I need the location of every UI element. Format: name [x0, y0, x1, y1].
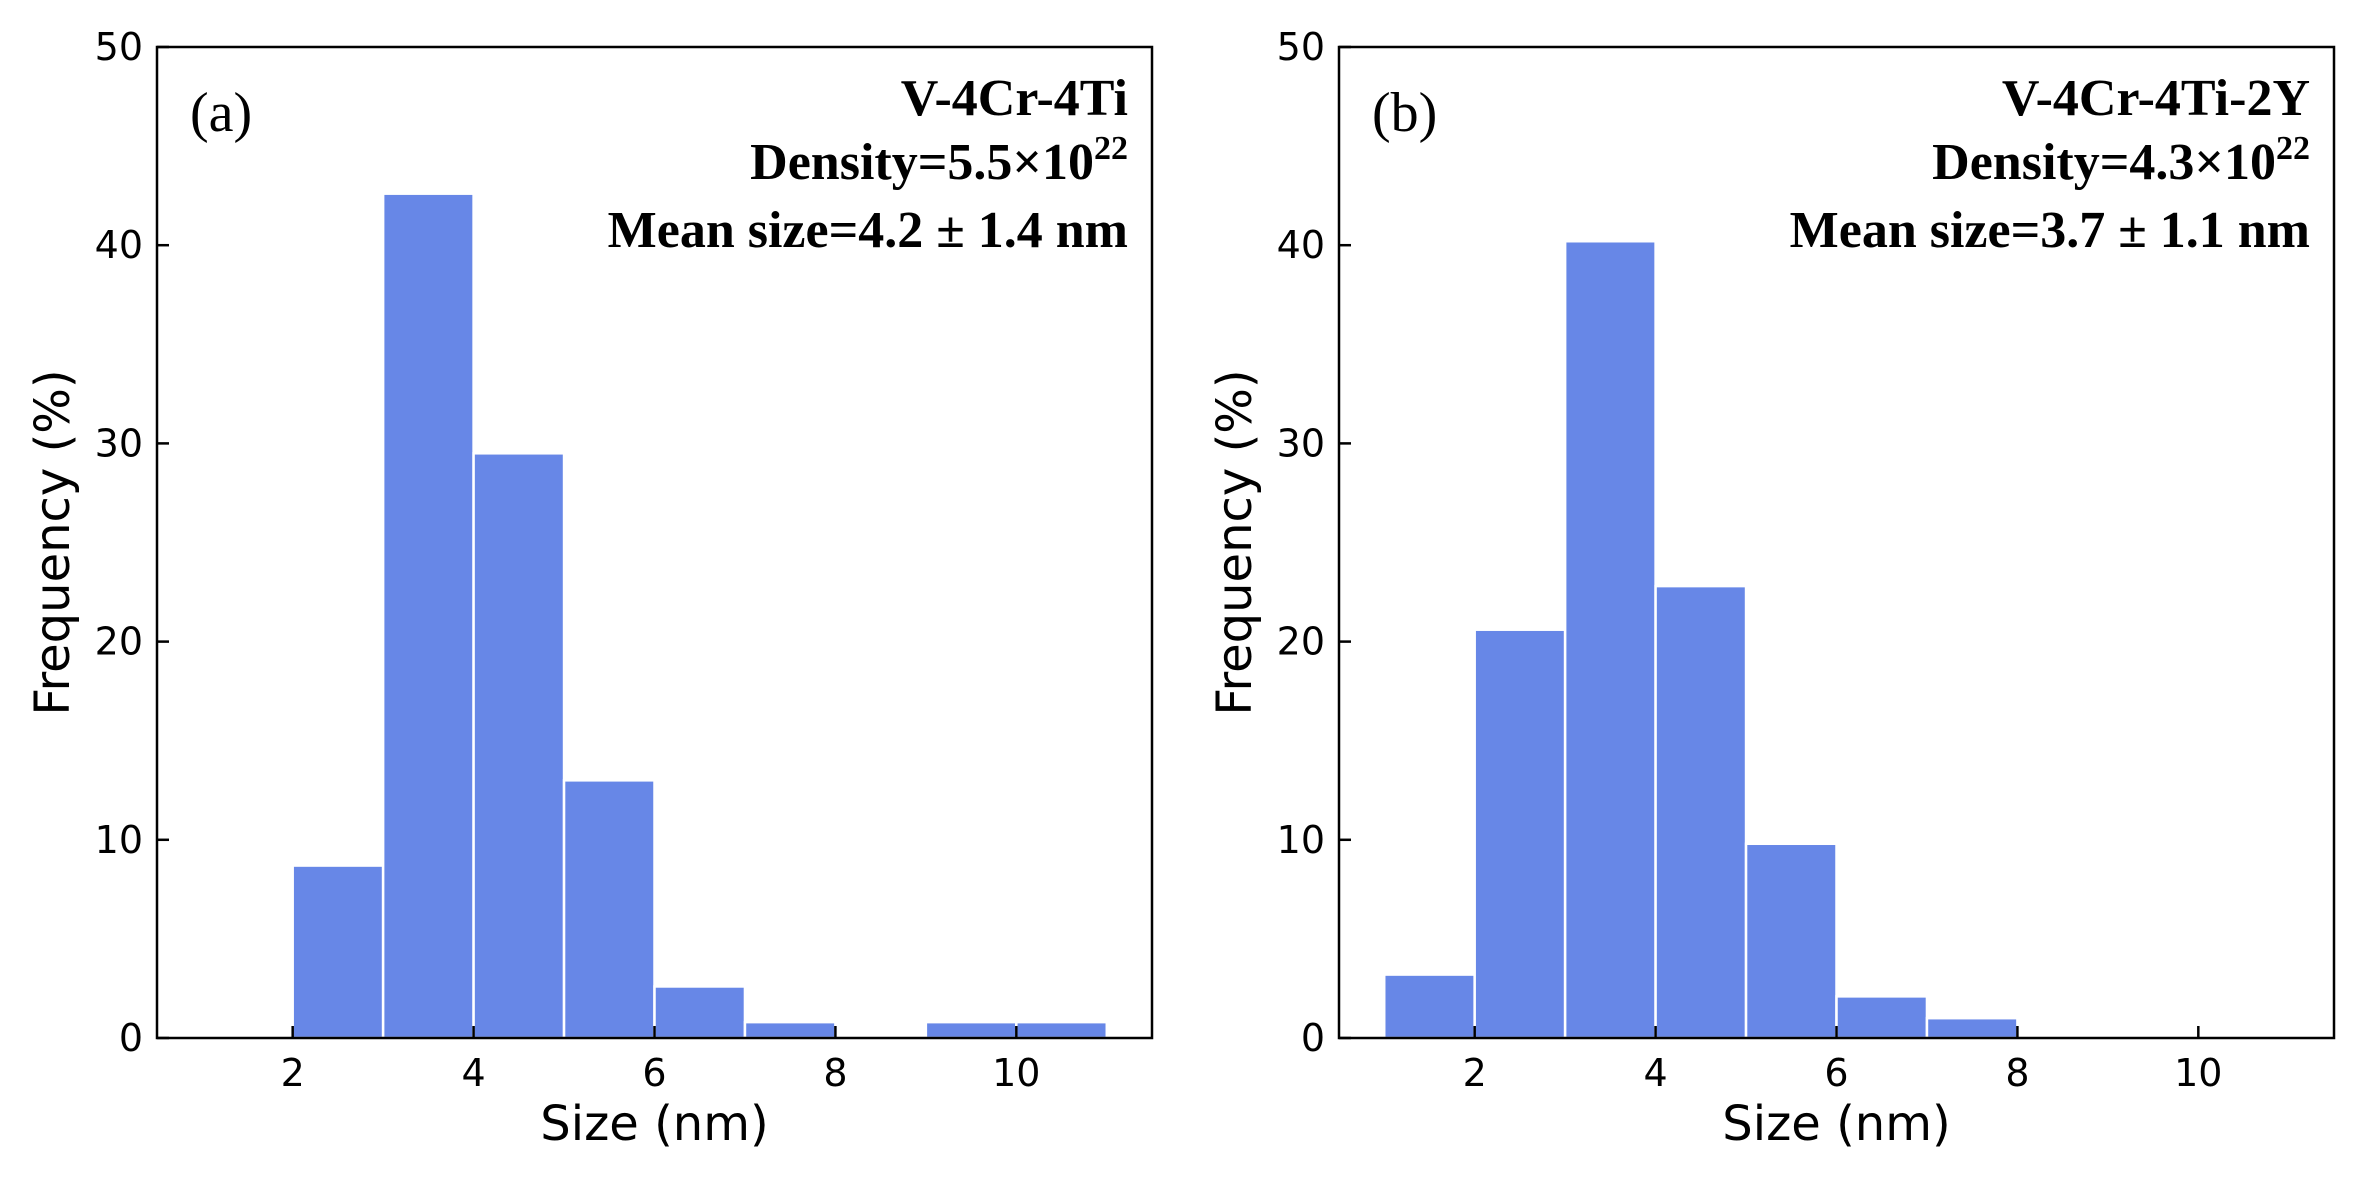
histogram-bar: [381, 192, 475, 1040]
y-tick-label: 0: [119, 1016, 143, 1060]
x-tick-label: 10: [2174, 1051, 2222, 1095]
x-axis-label: Size (nm): [540, 1096, 768, 1152]
mean-size-annotation: Mean size=4.2 ± 1.4 nm: [608, 202, 1128, 259]
x-tick-label: 10: [992, 1051, 1040, 1095]
y-tick-label: 30: [95, 421, 143, 465]
density-annotation: Density=5.5×1022: [750, 130, 1128, 191]
mean-size-annotation: Mean size=3.7 ± 1.1 nm: [1790, 202, 2310, 259]
y-tick-label: 40: [1277, 223, 1325, 267]
x-tick-label: 8: [823, 1051, 847, 1095]
histogram-bar: [1015, 1020, 1109, 1040]
y-tick-label: 50: [1277, 25, 1325, 69]
y-tick-label: 50: [95, 25, 143, 69]
x-tick-label: 2: [1463, 1051, 1487, 1095]
x-tick-label: 4: [461, 1051, 485, 1095]
histogram-bar: [1744, 842, 1838, 1040]
y-tick-label: 40: [95, 223, 143, 267]
histogram-bar: [653, 985, 747, 1040]
histogram-bar: [1382, 973, 1476, 1040]
histogram-bar: [1654, 584, 1748, 1040]
y-tick-label: 20: [1277, 620, 1325, 664]
histogram-bar: [1563, 239, 1657, 1040]
y-tick-label: 30: [1277, 421, 1325, 465]
x-tick-label: 4: [1643, 1051, 1667, 1095]
chart-panel-b: 2 4 6 8 10 0 10 20 30 40 50 Size (nm) Frequency (%) (…: [1207, 25, 2336, 1152]
y-tick-label: 10: [95, 818, 143, 862]
x-tick-label: 6: [1824, 1051, 1848, 1095]
histogram-bar: [291, 864, 385, 1040]
histogram-bar: [1835, 995, 1929, 1040]
alloy-name: V-4Cr-4Ti: [901, 70, 1128, 127]
histogram-bar: [924, 1020, 1018, 1040]
density-annotation: Density=4.3×1022: [1932, 130, 2310, 191]
histogram-bar: [1473, 628, 1567, 1040]
chart-panel-a: 2 4 6 8 10 0 10 20 30 40 50 Size (nm) Frequency (%) (…: [25, 25, 1154, 1152]
panel-label: (a): [190, 82, 252, 144]
y-axis-label: Frequency (%): [1207, 369, 1263, 715]
histogram-bar: [1925, 1016, 2019, 1040]
y-axis-label: Frequency (%): [25, 369, 81, 715]
alloy-name: V-4Cr-4Ti-2Y: [2002, 70, 2310, 127]
histogram-bar: [562, 779, 656, 1040]
y-tick-label: 20: [95, 620, 143, 664]
y-tick-label: 0: [1301, 1016, 1325, 1060]
x-axis-label: Size (nm): [1722, 1096, 1950, 1152]
panel-label: (b): [1372, 82, 1437, 144]
x-tick-label: 8: [2005, 1051, 2029, 1095]
histogram-bar: [743, 1020, 837, 1040]
x-tick-label: 6: [642, 1051, 666, 1095]
histogram-bar: [472, 452, 566, 1040]
y-tick-label: 10: [1277, 818, 1325, 862]
x-tick-label: 2: [281, 1051, 305, 1095]
